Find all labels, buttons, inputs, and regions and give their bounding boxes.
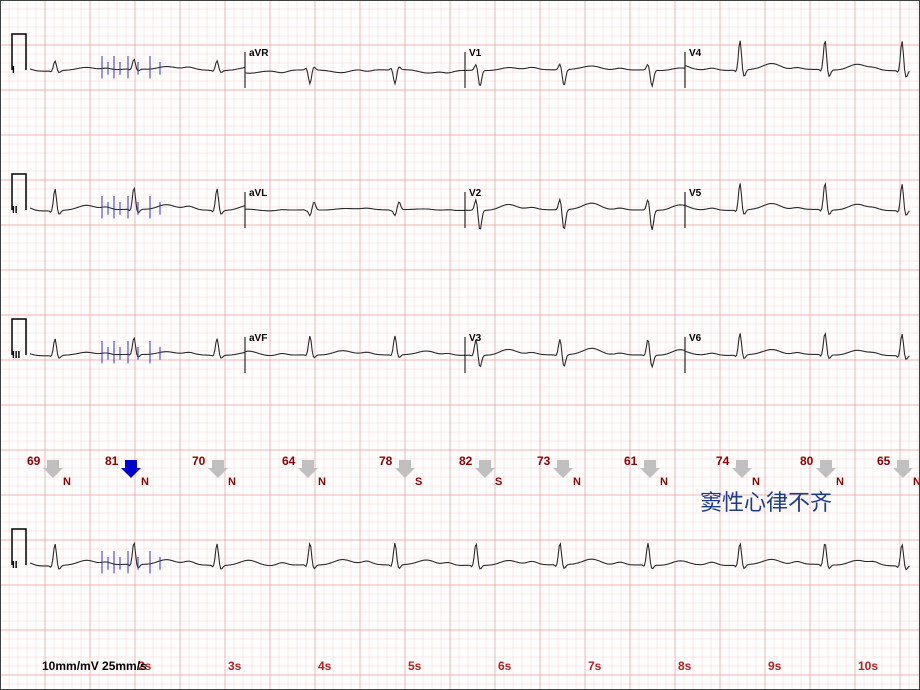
beat-rate: 82 [459,454,473,468]
beat-type: N [141,476,149,488]
grid [0,0,920,690]
beat-type: N [573,476,581,488]
ecg-row: II [12,529,910,573]
lead-label: V2 [469,188,482,199]
beat-arrow-icon [553,460,573,478]
beat-type: N [752,476,760,488]
time-label: 9s [768,659,782,673]
time-label: 4s [318,659,332,673]
beat-rate: 70 [192,454,206,468]
time-label: 8s [678,659,692,673]
time-label: 10s [858,659,878,673]
beat-arrow-icon [732,460,752,478]
beat-rate: 80 [800,454,814,468]
lead-label: III [12,350,21,361]
beat-arrow-icon [475,460,495,478]
beat-type: N [913,476,920,488]
beat-rate: 65 [877,454,891,468]
beat-type: S [495,476,502,488]
waveform-trace [685,333,909,359]
beat-rate: 73 [537,454,551,468]
beat-rate: 61 [624,454,638,468]
beat-arrow-icon [893,460,913,478]
ecg-svg: IaVRV1V4IIaVLV2V5IIIaVFV3V6II69N81N70N64… [0,0,920,690]
beat-type: N [836,476,844,488]
lead-label: V4 [689,48,702,59]
lead-label: I [12,65,15,76]
beat-arrow-icon [43,460,63,478]
time-label: 7s [588,659,602,673]
lead-label: V6 [689,333,702,344]
beat-rate: 74 [716,454,730,468]
beat-rate: 81 [105,454,119,468]
beat-rate: 69 [27,454,41,468]
beat-rate: 64 [282,454,296,468]
ecg-row: II aVL V2 V5 [12,174,909,230]
chart-border [1,1,920,690]
waveform-trace [245,336,465,358]
time-label: 6s [498,659,512,673]
beat-type: N [660,476,668,488]
waveform-trace [30,60,245,73]
beat-type: N [63,476,71,488]
waveform-trace [465,64,685,86]
diagnosis-text: 窦性心律不齐 [700,490,832,515]
waveform-trace [245,202,465,215]
ecg-chart: IaVRV1V4IIaVLV2V5IIIaVFV3V6II69N81N70N64… [0,0,920,690]
ecg-row: IIIaVFV3V6 [12,319,909,373]
waveform-trace [685,184,909,215]
beat-type: S [415,476,422,488]
time-label: 3s [228,659,242,673]
waveform-trace [30,188,245,214]
beat-type: N [318,476,326,488]
calibration-label: 10mm/mV 25mm/s [42,659,147,673]
lead-label: aVF [249,333,267,344]
beat-rate: 78 [379,454,393,468]
beat-arrow-icon [395,460,415,478]
time-label: 5s [408,659,422,673]
ecg-row: IaVR V1 V4 [12,34,909,88]
lead-label: II [12,560,18,571]
lead-label: V5 [689,188,702,199]
waveform-trace [685,41,909,77]
lead-label: V1 [469,48,482,59]
waveform-trace [465,339,685,367]
lead-label: aVL [249,188,267,199]
beat-type: N [228,476,236,488]
lead-label: aVR [249,48,269,59]
beat-arrow-icon [121,460,141,478]
waveform-trace [30,338,245,358]
lead-label: II [12,205,18,216]
